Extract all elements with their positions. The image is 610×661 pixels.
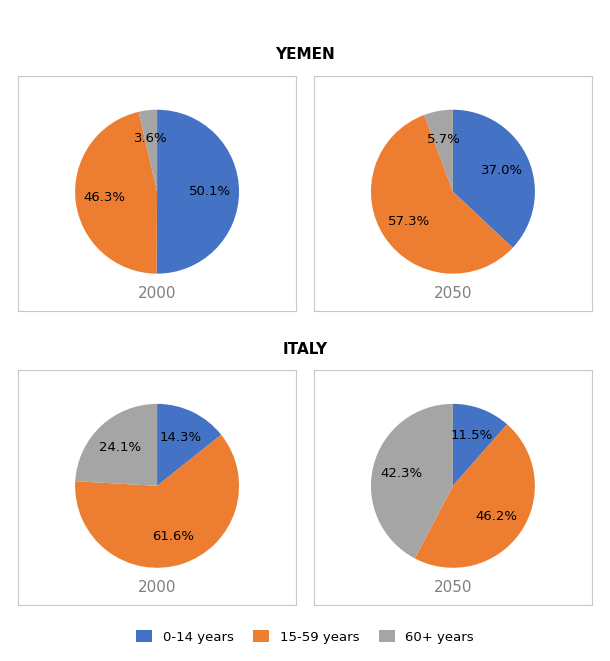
Wedge shape — [453, 404, 507, 486]
Wedge shape — [453, 110, 535, 248]
Text: 37.0%: 37.0% — [481, 164, 523, 177]
Text: 50.1%: 50.1% — [189, 185, 231, 198]
Text: 3.6%: 3.6% — [134, 132, 168, 145]
Text: 24.1%: 24.1% — [99, 441, 142, 453]
Text: 42.3%: 42.3% — [380, 467, 422, 480]
Text: 5.7%: 5.7% — [426, 133, 461, 146]
Wedge shape — [371, 115, 512, 274]
Wedge shape — [157, 110, 239, 274]
Wedge shape — [138, 110, 157, 192]
Wedge shape — [75, 435, 239, 568]
Text: 2050: 2050 — [434, 580, 472, 596]
Text: YEMEN: YEMEN — [275, 48, 335, 62]
Text: 46.3%: 46.3% — [83, 191, 125, 204]
Text: 14.3%: 14.3% — [159, 432, 201, 444]
Wedge shape — [371, 404, 453, 559]
Text: 57.3%: 57.3% — [387, 215, 429, 228]
Text: 61.6%: 61.6% — [152, 530, 194, 543]
Text: ITALY: ITALY — [282, 342, 328, 356]
Wedge shape — [424, 110, 453, 192]
Text: 2050: 2050 — [434, 286, 472, 301]
Text: 46.2%: 46.2% — [476, 510, 518, 523]
Wedge shape — [75, 112, 157, 274]
Text: 11.5%: 11.5% — [451, 430, 493, 442]
Legend: 0-14 years, 15-59 years, 60+ years: 0-14 years, 15-59 years, 60+ years — [131, 625, 479, 649]
Wedge shape — [75, 404, 157, 486]
Text: 2000: 2000 — [138, 580, 176, 596]
Text: 2000: 2000 — [138, 286, 176, 301]
Wedge shape — [157, 404, 221, 486]
Wedge shape — [415, 424, 535, 568]
